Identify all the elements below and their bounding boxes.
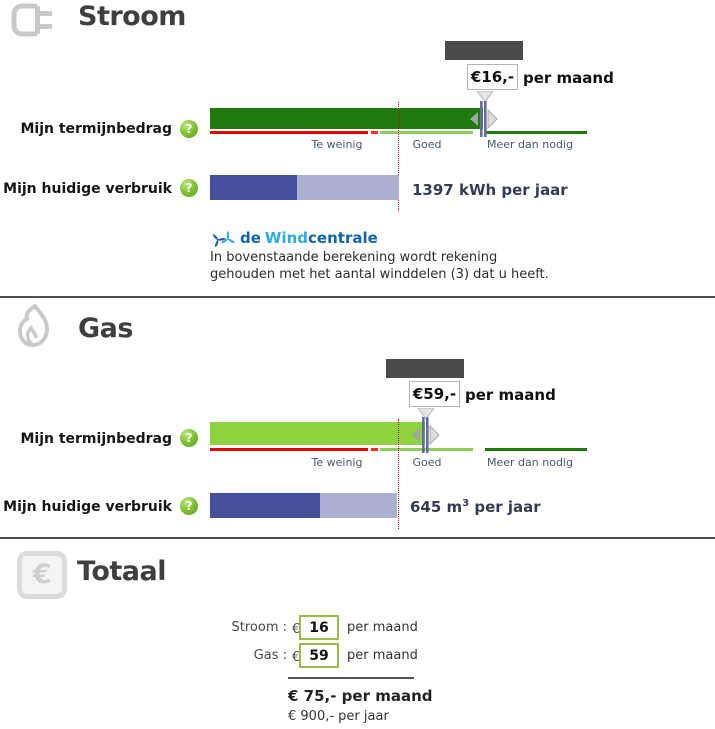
gas-usage-value-unit: per jaar bbox=[469, 498, 541, 516]
totaal-gas-currency: € bbox=[292, 650, 301, 665]
stroom-usage-bar-light bbox=[297, 175, 399, 200]
gas-usage-value-sup: 3 bbox=[462, 498, 470, 509]
brand-suffix: centrale bbox=[308, 229, 378, 247]
totaal-per-month: € 75,- per maand bbox=[288, 687, 433, 705]
gas-termijn-help-icon[interactable]: ? bbox=[180, 429, 198, 447]
scale-label-low: Te weinig bbox=[311, 456, 363, 469]
scale-segment-high bbox=[485, 448, 587, 451]
tooltip-pointer-icon bbox=[476, 89, 494, 108]
totaal-gas-suffix: per maand bbox=[347, 648, 418, 663]
totaal-per-year: € 900,- per jaar bbox=[288, 709, 389, 724]
stroom-amount-box: €16,- bbox=[467, 64, 518, 90]
gas-target-marker-line bbox=[398, 419, 399, 529]
gas-verbruik-help-icon[interactable]: ? bbox=[180, 497, 198, 515]
stroom-termijn-help-icon[interactable]: ? bbox=[180, 120, 198, 138]
stroom-usage-bar-dark bbox=[210, 175, 297, 200]
totaal-gas-amount-input[interactable] bbox=[299, 643, 339, 668]
gas-slider-thumb[interactable] bbox=[410, 417, 440, 457]
scale-label-low: Te weinig bbox=[311, 138, 363, 151]
stroom-slider-thumb[interactable] bbox=[468, 101, 498, 141]
gas-verbruik-label: Mijn huidige verbruik bbox=[3, 499, 172, 515]
stroom-target-marker-line bbox=[398, 102, 399, 211]
scale-segment-low-marker bbox=[371, 448, 378, 451]
scale-label-high: Meer dan nodig bbox=[487, 456, 573, 469]
totaal-stroom-currency: € bbox=[292, 622, 301, 637]
stroom-verbruik-label: Mijn huidige verbruik bbox=[3, 181, 172, 197]
stroom-termijn-label: Mijn termijnbedrag bbox=[20, 121, 172, 137]
scale-segment-low bbox=[210, 448, 368, 451]
scale-segment-good bbox=[380, 131, 473, 134]
scale-segment-low bbox=[210, 131, 368, 134]
stroom-verbruik-help-icon[interactable]: ? bbox=[180, 179, 198, 197]
gas-amount-box: €59,- bbox=[409, 381, 460, 407]
totaal-stroom-amount-input[interactable] bbox=[299, 615, 339, 640]
windcentrale-note-line2: gehouden met het aantal winddelen (3) da… bbox=[210, 267, 549, 282]
brand-prefix: de bbox=[240, 229, 261, 247]
windcentrale-note-line1: In bovenstaande berekening wordt rekenin… bbox=[210, 250, 498, 265]
totaal-section-title: Totaal bbox=[77, 556, 166, 587]
stroom-slider-drag-handle[interactable] bbox=[445, 41, 523, 60]
gas-usage-value-text: 645 m bbox=[410, 498, 463, 516]
scale-label-high: Meer dan nodig bbox=[487, 138, 573, 151]
totaal-sum-divider bbox=[288, 677, 414, 679]
gas-usage-bar-light bbox=[320, 493, 397, 518]
stroom-section-title: Stroom bbox=[78, 1, 186, 32]
gas-slider-fill bbox=[210, 422, 425, 445]
gas-usage-bar-dark bbox=[210, 493, 320, 518]
windcentrale-logo bbox=[210, 229, 236, 248]
stroom-slider-fill bbox=[210, 108, 483, 129]
windcentrale-brand: de Windcentrale bbox=[240, 229, 378, 247]
totaal-gas-label: Gas : bbox=[253, 648, 287, 663]
stroom-slider-track[interactable]: Te weinig Goed Meer dan nodig bbox=[210, 105, 587, 155]
flame-icon bbox=[12, 302, 56, 356]
plug-icon bbox=[10, 2, 58, 42]
section-divider bbox=[0, 296, 715, 298]
gas-amount-suffix: per maand bbox=[465, 386, 556, 404]
gas-usage-value: 645 m3 per jaar bbox=[410, 498, 541, 516]
euro-icon: € bbox=[17, 551, 67, 599]
gas-termijn-label: Mijn termijnbedrag bbox=[20, 431, 172, 447]
gas-section-title: Gas bbox=[78, 313, 133, 344]
stroom-usage-value: 1397 kWh per jaar bbox=[412, 181, 568, 199]
scale-label-good: Goed bbox=[412, 456, 442, 469]
gas-slider-drag-handle[interactable] bbox=[386, 359, 464, 378]
totaal-stroom-label: Stroom : bbox=[231, 620, 288, 635]
totaal-stroom-suffix: per maand bbox=[347, 620, 418, 635]
scale-label-good: Goed bbox=[412, 138, 442, 151]
scale-segment-low-marker bbox=[371, 131, 378, 134]
stroom-amount-suffix: per maand bbox=[523, 69, 614, 87]
brand-highlight: Wind bbox=[264, 229, 309, 247]
tooltip-pointer-icon bbox=[417, 406, 435, 425]
scale-segment-high bbox=[485, 131, 587, 134]
section-divider bbox=[0, 537, 715, 539]
